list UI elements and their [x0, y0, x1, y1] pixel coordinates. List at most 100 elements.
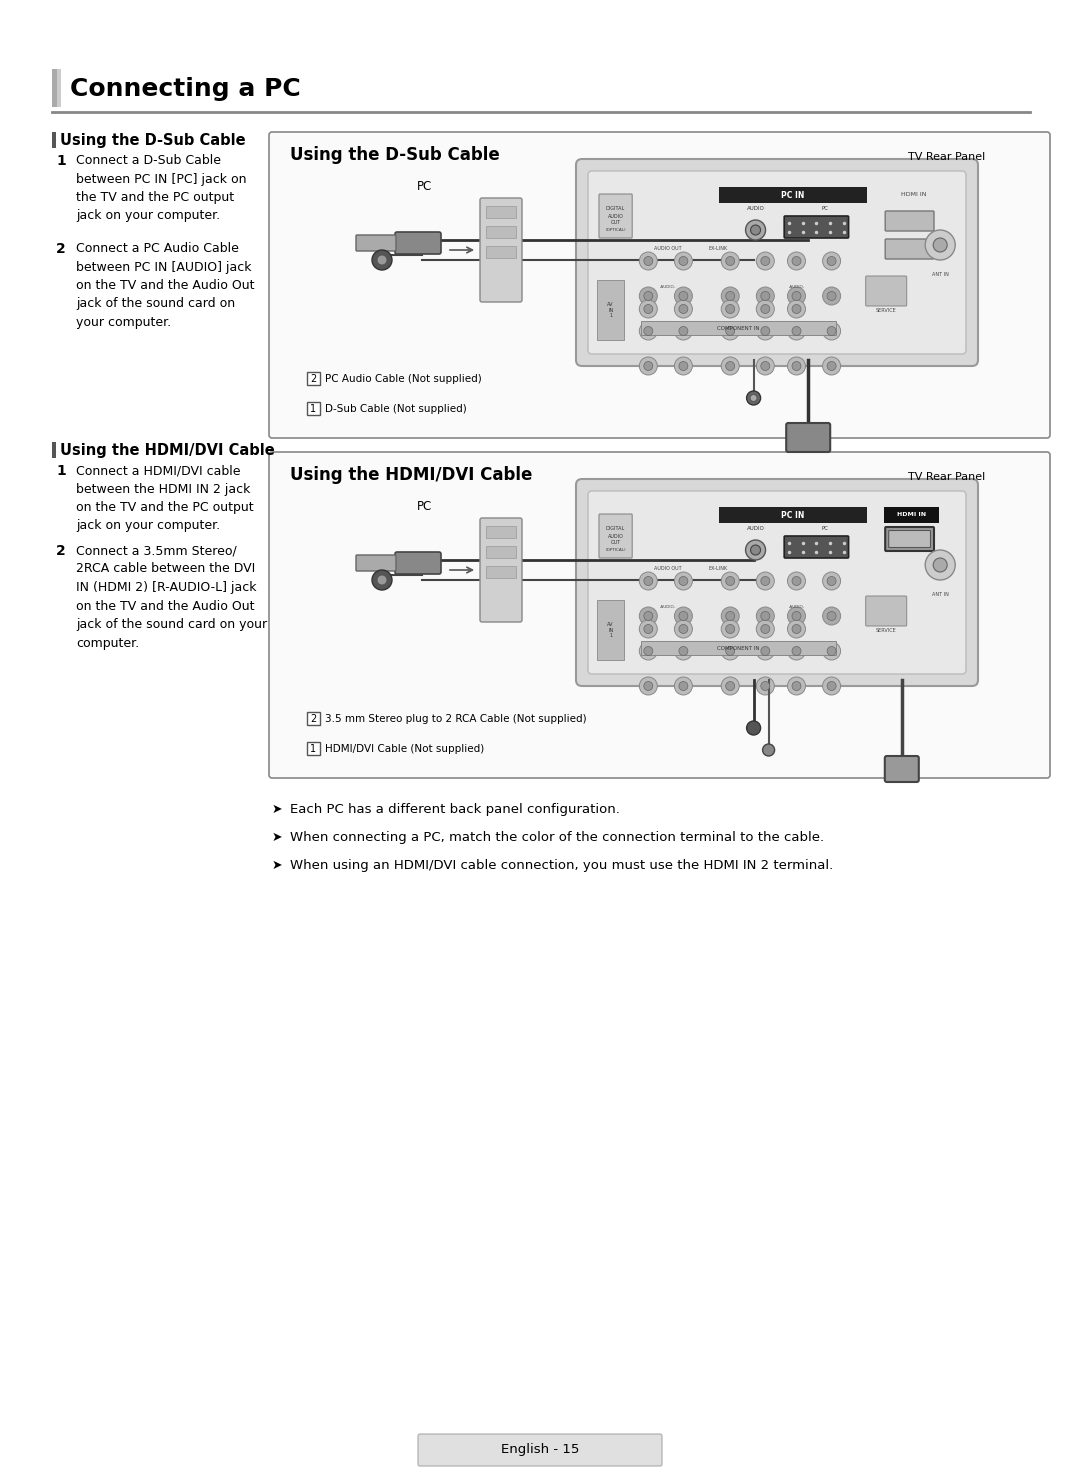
Text: ANT IN: ANT IN — [932, 273, 948, 277]
Circle shape — [792, 682, 801, 691]
Circle shape — [639, 288, 658, 305]
Text: -AUDIO-: -AUDIO- — [788, 285, 805, 289]
FancyBboxPatch shape — [886, 528, 934, 551]
Bar — [486, 246, 516, 258]
Circle shape — [639, 322, 658, 339]
Circle shape — [721, 288, 739, 305]
FancyBboxPatch shape — [395, 233, 441, 253]
Text: PC IN: PC IN — [781, 510, 805, 520]
Bar — [307, 711, 320, 725]
Bar — [718, 187, 867, 203]
Circle shape — [760, 292, 770, 301]
Circle shape — [926, 230, 955, 259]
Text: HDMI IN: HDMI IN — [896, 513, 926, 517]
FancyBboxPatch shape — [599, 194, 632, 239]
Circle shape — [679, 624, 688, 633]
Text: ➤: ➤ — [272, 802, 283, 815]
Circle shape — [792, 292, 801, 301]
Bar — [718, 507, 867, 523]
Text: TV Rear Panel: TV Rear Panel — [908, 471, 986, 482]
FancyBboxPatch shape — [786, 422, 831, 452]
Circle shape — [644, 292, 652, 301]
Circle shape — [827, 362, 836, 370]
Text: AV
IN
1: AV IN 1 — [607, 302, 613, 319]
Circle shape — [721, 252, 739, 270]
FancyBboxPatch shape — [866, 596, 907, 625]
Text: Connect a PC Audio Cable
between PC IN [AUDIO] jack
on the TV and the Audio Out
: Connect a PC Audio Cable between PC IN [… — [76, 242, 255, 329]
Text: AUDIO: AUDIO — [608, 213, 623, 218]
Circle shape — [726, 362, 734, 370]
Circle shape — [823, 252, 840, 270]
FancyBboxPatch shape — [866, 276, 907, 305]
FancyBboxPatch shape — [356, 236, 396, 250]
Circle shape — [760, 612, 770, 621]
Text: 3.5 mm Stereo plug to 2 RCA Cable (Not supplied): 3.5 mm Stereo plug to 2 RCA Cable (Not s… — [325, 713, 586, 723]
Circle shape — [726, 304, 734, 314]
Circle shape — [721, 322, 739, 339]
Text: 1: 1 — [56, 154, 66, 167]
Circle shape — [745, 539, 766, 560]
FancyBboxPatch shape — [395, 551, 441, 574]
Circle shape — [746, 391, 760, 405]
Circle shape — [726, 576, 734, 585]
Circle shape — [644, 682, 652, 691]
FancyBboxPatch shape — [784, 216, 849, 239]
Circle shape — [751, 225, 760, 236]
Circle shape — [639, 619, 658, 637]
Text: PC: PC — [417, 181, 432, 194]
Circle shape — [674, 288, 692, 305]
Bar — [307, 402, 320, 415]
Text: 2: 2 — [310, 373, 316, 384]
Text: -AUDIO-: -AUDIO- — [660, 605, 676, 609]
Bar — [486, 206, 516, 218]
Circle shape — [760, 646, 770, 655]
Circle shape — [760, 256, 770, 265]
Text: 1: 1 — [56, 464, 66, 479]
Circle shape — [787, 619, 806, 637]
Text: AUDIO OUT: AUDIO OUT — [654, 566, 681, 571]
Circle shape — [721, 642, 739, 659]
Text: ➤: ➤ — [272, 858, 283, 871]
Bar — [640, 322, 836, 335]
Text: Using the HDMI/DVI Cable: Using the HDMI/DVI Cable — [291, 465, 532, 485]
Text: SERVICE: SERVICE — [876, 627, 896, 633]
Text: Connect a D-Sub Cable
between PC IN [PC] jack on
the TV and the PC output
jack o: Connect a D-Sub Cable between PC IN [PC]… — [76, 154, 246, 222]
Text: 1: 1 — [310, 744, 316, 753]
Circle shape — [639, 299, 658, 319]
Circle shape — [639, 608, 658, 625]
Circle shape — [674, 357, 692, 375]
Bar — [52, 70, 57, 107]
Circle shape — [377, 255, 387, 265]
Text: 2: 2 — [310, 713, 316, 723]
Circle shape — [760, 362, 770, 370]
Circle shape — [679, 304, 688, 314]
Text: When using an HDMI/DVI cable connection, you must use the HDMI IN 2 terminal.: When using an HDMI/DVI cable connection,… — [291, 858, 834, 871]
Circle shape — [792, 304, 801, 314]
Text: PC IN: PC IN — [781, 191, 805, 200]
Circle shape — [751, 394, 757, 402]
Circle shape — [827, 326, 836, 335]
FancyBboxPatch shape — [886, 239, 934, 259]
Text: 2: 2 — [56, 242, 66, 256]
Circle shape — [823, 608, 840, 625]
Circle shape — [639, 642, 658, 659]
Text: PC: PC — [822, 526, 828, 531]
FancyBboxPatch shape — [269, 132, 1050, 439]
Text: Connect a HDMI/DVI cable
between the HDMI IN 2 jack
on the TV and the PC output
: Connect a HDMI/DVI cable between the HDM… — [76, 464, 254, 532]
Text: OUT: OUT — [610, 541, 621, 545]
Text: EX-LINK: EX-LINK — [708, 246, 728, 250]
Circle shape — [644, 304, 652, 314]
Text: ➤: ➤ — [272, 830, 283, 843]
Circle shape — [726, 646, 734, 655]
FancyBboxPatch shape — [588, 491, 966, 674]
Circle shape — [644, 624, 652, 633]
Circle shape — [792, 624, 801, 633]
FancyBboxPatch shape — [269, 452, 1050, 778]
Circle shape — [792, 362, 801, 370]
Text: COMPONENT IN: COMPONENT IN — [717, 326, 759, 330]
FancyBboxPatch shape — [418, 1435, 662, 1466]
Text: AUDIO: AUDIO — [746, 526, 765, 531]
Bar — [640, 642, 836, 655]
Circle shape — [726, 682, 734, 691]
Text: AV
IN
1: AV IN 1 — [607, 622, 613, 639]
